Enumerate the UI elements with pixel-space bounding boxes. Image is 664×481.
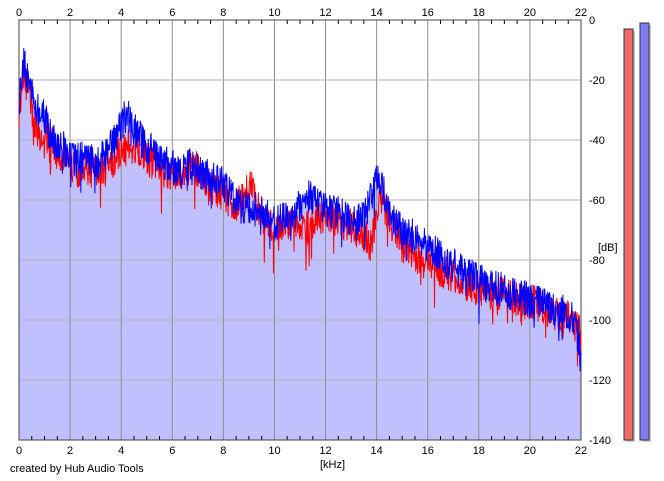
spectrum-fill bbox=[19, 55, 581, 440]
x-tick-label-top: 4 bbox=[118, 7, 124, 19]
x-tick-label-bottom: 0 bbox=[16, 445, 22, 457]
y-tick-label: -100 bbox=[589, 315, 611, 327]
x-tick-label-bottom: 16 bbox=[422, 445, 434, 457]
y-tick-label: -120 bbox=[589, 375, 611, 387]
x-tick-label-bottom: 18 bbox=[473, 445, 485, 457]
level-meter-1 bbox=[623, 28, 634, 441]
y-tick-label: -20 bbox=[589, 75, 605, 87]
x-tick-label-bottom: 8 bbox=[220, 445, 226, 457]
x-tick-label-top: 18 bbox=[473, 7, 485, 19]
x-tick-label-bottom: 22 bbox=[575, 445, 587, 457]
y-tick-label: -40 bbox=[589, 135, 605, 147]
spectrum-series-1 bbox=[18, 57, 582, 367]
x-tick-label-top: 0 bbox=[16, 7, 22, 19]
x-tick-label-bottom: 12 bbox=[319, 445, 331, 457]
x-tick-label-top: 16 bbox=[422, 7, 434, 19]
x-tick-label-bottom: 20 bbox=[524, 445, 536, 457]
y-tick-label: 0 bbox=[589, 15, 595, 27]
x-tick-label-top: 22 bbox=[575, 7, 587, 19]
plot-frame bbox=[18, 19, 582, 441]
x-tick-label-top: 10 bbox=[268, 7, 280, 19]
x-tick-label-top: 20 bbox=[524, 7, 536, 19]
y-tick-labels: 0 -20 -40 -60 -80 -100 -120 -140 bbox=[589, 15, 611, 447]
x-tick-label-bottom: 2 bbox=[67, 445, 73, 457]
level-meters bbox=[623, 22, 651, 442]
credit-text: created by Hub Audio Tools bbox=[10, 463, 144, 475]
x-tick-label-top: 8 bbox=[220, 7, 226, 19]
x-tick-label-top: 14 bbox=[371, 7, 383, 19]
x-tick-label-bottom: 10 bbox=[268, 445, 280, 457]
y-tick-label: -140 bbox=[589, 435, 611, 447]
x-tick-label-bottom: 14 bbox=[371, 445, 383, 457]
level-meter-2 bbox=[639, 22, 650, 441]
x-tick-label-top: 6 bbox=[169, 7, 175, 19]
series-layer bbox=[18, 47, 582, 372]
x-axis-unit: [kHz] bbox=[320, 459, 345, 471]
x-tick-label-top: 2 bbox=[67, 7, 73, 19]
x-tick-label-bottom: 4 bbox=[118, 445, 124, 457]
spectrum-series-2 bbox=[18, 47, 582, 372]
y-tick-label: -80 bbox=[589, 255, 605, 267]
y-tick-label: -60 bbox=[589, 195, 605, 207]
spectrum-fill-layer bbox=[19, 55, 581, 440]
y-axis-unit: [dB] bbox=[598, 242, 618, 254]
x-tick-label-bottom: 6 bbox=[169, 445, 175, 457]
x-tick-label-top: 12 bbox=[319, 7, 331, 19]
